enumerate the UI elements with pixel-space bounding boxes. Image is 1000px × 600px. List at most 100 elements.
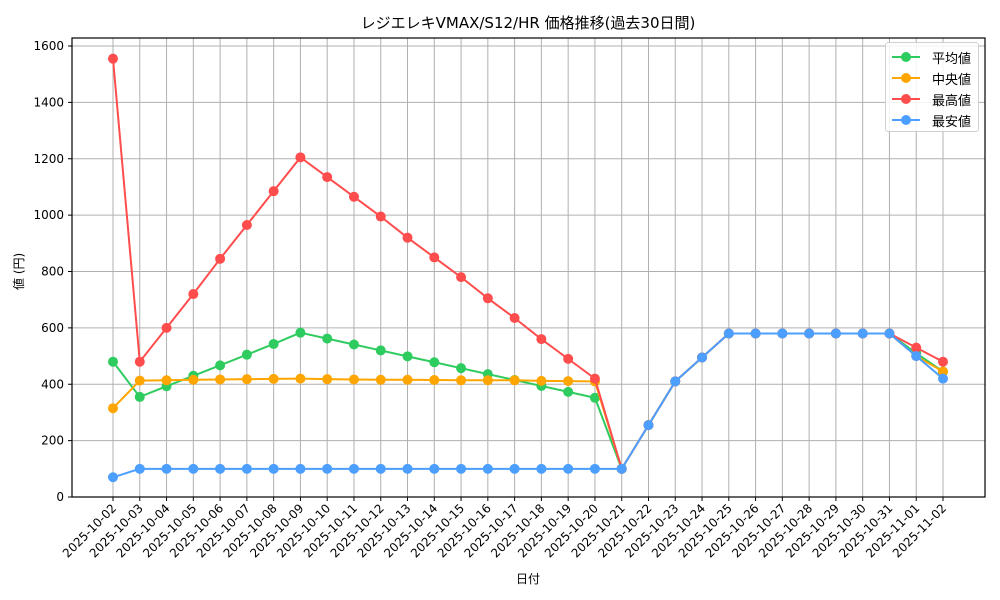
y-tick-label: 1000	[33, 208, 64, 222]
data-point	[643, 420, 654, 431]
data-point	[402, 351, 413, 362]
data-point	[375, 463, 386, 474]
data-point	[322, 374, 333, 385]
series-line	[112, 332, 944, 479]
legend-marker-icon	[901, 94, 911, 104]
series-line	[112, 58, 944, 472]
y-tick-label: 600	[41, 321, 64, 335]
data-point	[429, 463, 440, 474]
data-point	[402, 463, 413, 474]
data-point	[348, 339, 359, 350]
data-point	[911, 342, 922, 353]
data-point	[589, 463, 600, 474]
data-point	[322, 333, 333, 344]
y-tick-label: 1200	[33, 152, 64, 166]
series-line	[112, 331, 944, 472]
x-axis-label: 日付	[515, 572, 540, 586]
series-最高値	[108, 53, 948, 474]
data-point	[563, 353, 574, 364]
data-point	[375, 345, 386, 356]
data-point	[723, 328, 734, 339]
data-point	[108, 53, 118, 64]
data-point	[429, 357, 440, 368]
data-point	[161, 463, 172, 474]
data-point	[938, 356, 948, 367]
legend: 平均値 中央値 最高値 最安値	[885, 42, 979, 132]
data-point	[563, 463, 574, 474]
legend-marker-icon	[901, 73, 911, 83]
data-point	[482, 463, 493, 474]
y-tick-label: 1400	[33, 95, 64, 109]
y-tick-label: 800	[41, 265, 64, 279]
data-point	[375, 374, 386, 385]
series-平均値	[108, 327, 948, 474]
data-point	[268, 373, 279, 384]
legend-label: 最安値	[932, 115, 972, 130]
data-point	[857, 328, 868, 339]
data-point	[188, 374, 199, 385]
plot-frame	[71, 37, 986, 498]
data-point	[322, 463, 333, 474]
data-point	[295, 152, 306, 163]
data-point	[241, 374, 252, 385]
data-point	[563, 386, 574, 397]
chart-title: レジエレキVMAX/S12/HR 価格推移(過去30日間)	[360, 14, 696, 32]
data-point	[589, 373, 600, 384]
data-point	[536, 463, 547, 474]
data-point	[134, 391, 145, 402]
data-point	[589, 392, 600, 403]
data-point	[295, 327, 306, 338]
data-point	[348, 191, 359, 202]
data-point	[134, 375, 145, 386]
data-point	[322, 172, 333, 183]
data-point	[429, 252, 440, 263]
data-point	[616, 463, 627, 474]
data-point	[429, 375, 440, 386]
data-point	[161, 375, 172, 386]
data-point	[509, 463, 520, 474]
data-point	[161, 322, 172, 333]
data-point	[268, 463, 279, 474]
data-point	[938, 373, 948, 384]
data-point	[108, 356, 118, 367]
y-tick-label: 0	[56, 490, 64, 504]
data-point	[134, 356, 145, 367]
data-point	[402, 232, 413, 243]
data-point	[509, 375, 520, 386]
data-point	[268, 338, 279, 349]
y-tick-label: 1600	[33, 39, 64, 53]
data-point	[402, 374, 413, 385]
data-point	[830, 328, 841, 339]
legend-item-average: 平均値	[892, 47, 976, 67]
legend-item-median: 中央値	[892, 68, 976, 88]
data-point	[697, 352, 708, 363]
data-point	[509, 313, 520, 324]
data-point	[108, 472, 118, 483]
data-point	[215, 253, 226, 264]
data-point	[268, 186, 279, 197]
y-tick-label: 400	[41, 377, 64, 391]
data-point	[215, 374, 226, 385]
data-point	[134, 463, 145, 474]
data-point	[108, 403, 118, 414]
data-point	[188, 289, 199, 300]
data-point	[456, 363, 467, 374]
data-point	[482, 375, 493, 386]
data-point	[215, 463, 226, 474]
data-point	[456, 375, 467, 386]
data-point	[188, 463, 199, 474]
data-point	[670, 376, 681, 387]
data-point	[911, 351, 922, 362]
data-point	[884, 328, 895, 339]
data-point	[348, 463, 359, 474]
data-point	[563, 376, 574, 387]
data-point	[777, 328, 788, 339]
data-point	[456, 463, 467, 474]
data-point	[804, 328, 815, 339]
legend-item-min: 最安値	[892, 110, 976, 130]
data-point	[482, 293, 493, 304]
series-line	[112, 332, 944, 472]
legend-label: 平均値	[932, 52, 972, 67]
data-point	[241, 463, 252, 474]
